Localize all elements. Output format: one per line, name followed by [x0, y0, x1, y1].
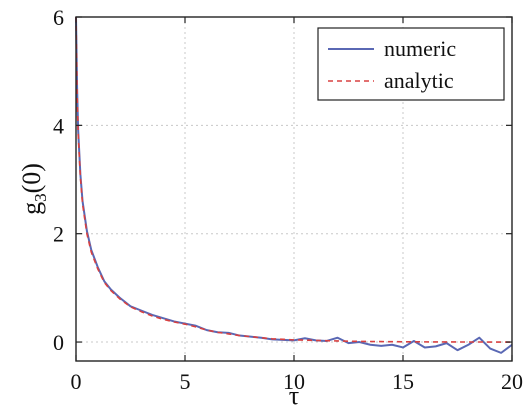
x-tick-label: 5: [180, 369, 191, 394]
y-tick-label: 6: [53, 5, 64, 30]
y-tick-label: 0: [53, 330, 64, 355]
y-axis-label: g3(0): [17, 163, 50, 215]
legend-label-numeric: numeric: [384, 36, 456, 61]
ticks: [75, 16, 513, 361]
svg-text:g3(0): g3(0): [17, 163, 50, 215]
grid: [76, 17, 512, 361]
y-tick-label: 4: [53, 113, 64, 138]
tick-labels: 0 5 10 15 20 0 2 4 6: [53, 5, 523, 394]
legend-label-analytic: analytic: [384, 68, 454, 93]
y-axis-label-sub: 3: [31, 193, 50, 202]
x-tick-label: 20: [501, 369, 523, 394]
y-tick-label: 2: [53, 222, 64, 247]
x-tick-label: 0: [71, 369, 82, 394]
y-axis-label-tail: (0): [17, 163, 46, 193]
series-layer: [75, 16, 513, 354]
x-tick-label: 10: [283, 369, 305, 394]
y-axis-label-main: g: [17, 202, 46, 215]
legend: numeric analytic: [317, 27, 505, 101]
x-axis-label: τ: [289, 381, 299, 409]
series-line-analytic: [75, 16, 512, 343]
x-tick-label: 15: [392, 369, 414, 394]
legend-box: [317, 27, 505, 101]
